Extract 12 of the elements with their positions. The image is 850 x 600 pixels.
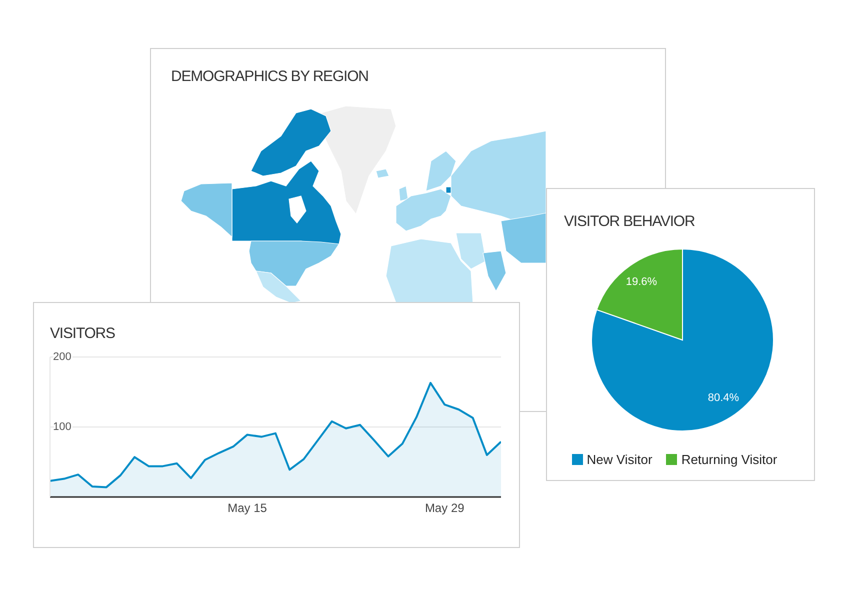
pie-slice bbox=[591, 248, 774, 432]
text: DEMOGRAPHICS BY REGION bbox=[171, 68, 368, 86]
data-label: 19.6% bbox=[626, 276, 658, 288]
chart-title: VISITORS bbox=[50, 325, 115, 343]
data-label: 80.4% bbox=[708, 392, 740, 404]
y-tick-label: 100 bbox=[53, 421, 72, 433]
x-tick-label: May 29 bbox=[424, 501, 465, 515]
legend-label: Returning Visitor bbox=[681, 452, 778, 467]
x-tick-label: May 15 bbox=[228, 501, 268, 515]
legend-label: New Visitor bbox=[586, 452, 652, 467]
y-tick-label: 200 bbox=[53, 351, 72, 363]
chart-title: VISITOR BEHAVIOR bbox=[564, 213, 695, 231]
